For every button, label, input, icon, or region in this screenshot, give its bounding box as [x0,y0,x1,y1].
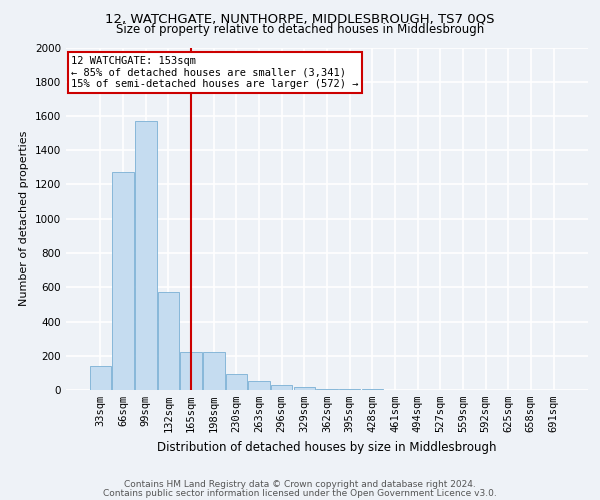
Bar [316,388,338,390]
Text: Size of property relative to detached houses in Middlesbrough: Size of property relative to detached ho… [116,22,484,36]
Bar [226,374,247,390]
Bar [158,292,179,390]
Bar [271,385,292,390]
Y-axis label: Number of detached properties: Number of detached properties [19,131,29,306]
Bar [248,382,270,390]
Text: Contains public sector information licensed under the Open Government Licence v3: Contains public sector information licen… [103,489,497,498]
Text: 12, WATCHGATE, NUNTHORPE, MIDDLESBROUGH, TS7 0QS: 12, WATCHGATE, NUNTHORPE, MIDDLESBROUGH,… [105,12,495,26]
Bar [181,352,202,390]
Bar [112,172,134,390]
Bar [293,388,315,390]
Bar [339,389,361,390]
X-axis label: Distribution of detached houses by size in Middlesbrough: Distribution of detached houses by size … [157,440,497,454]
Text: 12 WATCHGATE: 153sqm
← 85% of detached houses are smaller (3,341)
15% of semi-de: 12 WATCHGATE: 153sqm ← 85% of detached h… [71,56,359,90]
Text: Contains HM Land Registry data © Crown copyright and database right 2024.: Contains HM Land Registry data © Crown c… [124,480,476,489]
Bar [203,352,224,390]
Bar [135,121,157,390]
Bar [90,366,111,390]
